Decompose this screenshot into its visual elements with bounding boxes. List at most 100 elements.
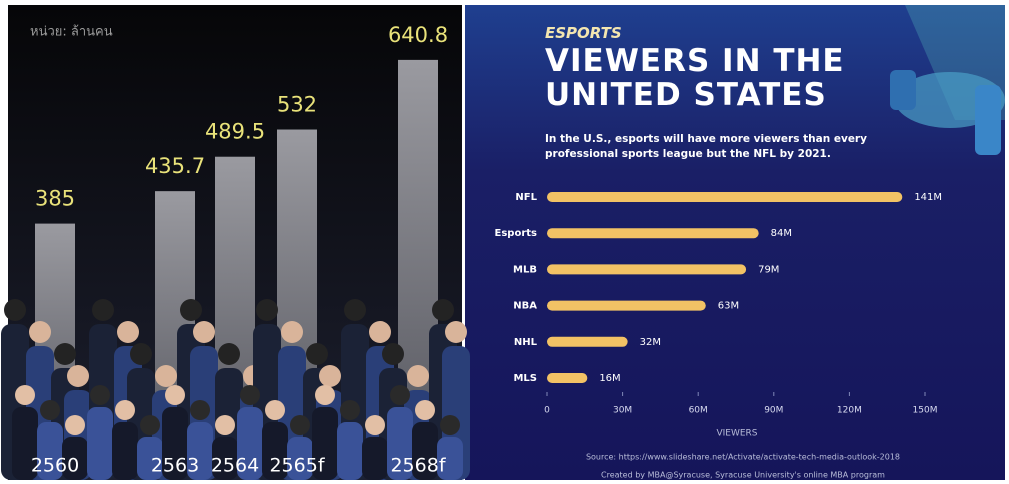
y-tick-label: NHL bbox=[514, 337, 538, 348]
y-tick-label: Esports bbox=[495, 228, 538, 239]
crowd-head bbox=[92, 299, 114, 321]
crowd-head bbox=[281, 321, 303, 343]
x-tick-label: 150M bbox=[913, 406, 938, 416]
crowd-body bbox=[337, 422, 363, 480]
data-label: 489.5 bbox=[205, 120, 265, 144]
crowd-body bbox=[412, 422, 438, 480]
y-tick-label: MLB bbox=[513, 264, 537, 275]
crowd-head bbox=[40, 400, 60, 420]
x-tick-label: 30M bbox=[613, 406, 632, 416]
crowd-head bbox=[365, 415, 385, 435]
crowd-head bbox=[382, 343, 404, 365]
data-label: 79M bbox=[758, 264, 779, 275]
crowd-body bbox=[437, 437, 463, 480]
crowd-head bbox=[65, 415, 85, 435]
crowd-head bbox=[117, 321, 139, 343]
data-label: 16M bbox=[599, 373, 620, 384]
data-label: 640.8 bbox=[388, 23, 448, 47]
crowd-body bbox=[287, 437, 313, 480]
crowd-head bbox=[256, 299, 278, 321]
crowd-head bbox=[29, 321, 51, 343]
crowd-body bbox=[312, 407, 338, 480]
x-tick-label: 2564 bbox=[211, 455, 259, 477]
crowd-head bbox=[15, 385, 35, 405]
crowd-body bbox=[387, 407, 413, 480]
x-tick-label: 2568f bbox=[390, 455, 446, 477]
y-tick-label: NBA bbox=[513, 301, 537, 312]
crowd-head bbox=[67, 365, 89, 387]
bar bbox=[547, 228, 759, 239]
crowd-body bbox=[212, 437, 238, 480]
crowd-head bbox=[193, 321, 215, 343]
y-tick-label: NFL bbox=[515, 192, 537, 203]
crowd-body bbox=[187, 422, 213, 480]
crowd-head bbox=[165, 385, 185, 405]
x-tick-label: 2560 bbox=[31, 455, 79, 477]
deco-can bbox=[890, 70, 916, 110]
crowd-head bbox=[390, 385, 410, 405]
x-tick-label: 60M bbox=[689, 406, 708, 416]
unit-label: หน่วย: ล้านคน bbox=[30, 25, 113, 40]
crowd-head bbox=[54, 343, 76, 365]
crowd-body bbox=[137, 437, 163, 480]
crowd-head bbox=[344, 299, 366, 321]
crowd-head bbox=[190, 400, 210, 420]
crowd-head bbox=[319, 365, 341, 387]
crowd-head bbox=[115, 400, 135, 420]
x-tick-label: 120M bbox=[837, 406, 862, 416]
crowd-body bbox=[12, 407, 38, 480]
crowd-head bbox=[440, 415, 460, 435]
crowd-head bbox=[415, 400, 435, 420]
x-axis-title: VIEWERS bbox=[716, 429, 757, 439]
subtitle: In the U.S., esports will have more view… bbox=[545, 133, 867, 160]
crowd-body bbox=[87, 407, 113, 480]
bar bbox=[547, 192, 903, 202]
source: Source: https://www.slideshare.net/Activ… bbox=[586, 453, 900, 462]
crowd-head bbox=[218, 343, 240, 365]
crowd-head bbox=[215, 415, 235, 435]
crowd-body bbox=[62, 437, 88, 480]
data-label: 532 bbox=[277, 93, 317, 117]
crowd-head bbox=[407, 365, 429, 387]
crowd-head bbox=[265, 400, 285, 420]
deco-can bbox=[975, 85, 1001, 155]
crowd-head bbox=[155, 365, 177, 387]
crowd-head bbox=[315, 385, 335, 405]
crowd-head bbox=[180, 299, 202, 321]
x-tick-label: 2565f bbox=[269, 455, 325, 477]
data-label: 385 bbox=[35, 187, 75, 211]
crowd-body bbox=[237, 407, 263, 480]
crowd-head bbox=[306, 343, 328, 365]
crowd-head bbox=[90, 385, 110, 405]
crowd-body bbox=[37, 422, 63, 480]
bar bbox=[547, 264, 747, 275]
data-label: 141M bbox=[914, 192, 942, 203]
crowd-body bbox=[362, 437, 388, 480]
bar bbox=[547, 373, 588, 383]
data-label: 435.7 bbox=[145, 154, 205, 178]
bar bbox=[547, 300, 706, 311]
crowd-head bbox=[445, 321, 467, 343]
crowd-head bbox=[240, 385, 260, 405]
bar bbox=[547, 336, 628, 347]
y-tick-label: MLS bbox=[513, 373, 537, 384]
crowd-head bbox=[4, 299, 26, 321]
crowd-head bbox=[130, 343, 152, 365]
data-label: 84M bbox=[771, 228, 792, 239]
crowd-head bbox=[290, 415, 310, 435]
title: VIEWERS IN THE UNITED STATES bbox=[545, 43, 845, 113]
data-label: 32M bbox=[640, 337, 661, 348]
crowd-head bbox=[340, 400, 360, 420]
data-label: 63M bbox=[718, 301, 739, 312]
crowd-head bbox=[140, 415, 160, 435]
kicker: ESPORTS bbox=[545, 24, 622, 42]
crowd-body bbox=[112, 422, 138, 480]
credit: Created by MBA@Syracuse, Syracuse Univer… bbox=[601, 471, 885, 480]
crowd-head bbox=[369, 321, 391, 343]
crowd-head bbox=[432, 299, 454, 321]
x-tick-label: 0 bbox=[544, 406, 550, 416]
x-tick-label: 90M bbox=[764, 406, 783, 416]
crowd-body bbox=[162, 407, 188, 480]
